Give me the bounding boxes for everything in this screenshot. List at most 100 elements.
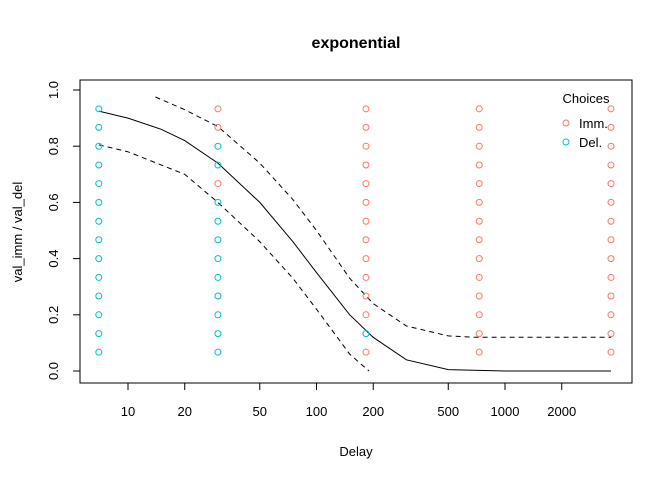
data-point bbox=[95, 180, 103, 188]
data-point bbox=[95, 236, 103, 244]
data-point bbox=[362, 180, 370, 188]
data-point bbox=[475, 217, 483, 225]
y-tick-label: 0.2 bbox=[46, 306, 61, 324]
data-point bbox=[362, 142, 370, 150]
data-point bbox=[607, 180, 615, 188]
data-point bbox=[475, 123, 483, 131]
data-point bbox=[214, 161, 222, 169]
data-point bbox=[362, 292, 370, 300]
data-point bbox=[475, 105, 483, 113]
data-point bbox=[475, 142, 483, 150]
data-point bbox=[607, 273, 615, 281]
x-tick-label: 100 bbox=[306, 404, 328, 419]
data-point bbox=[475, 161, 483, 169]
data-point bbox=[214, 311, 222, 319]
data-point bbox=[214, 292, 222, 300]
data-point bbox=[607, 198, 615, 206]
data-point bbox=[475, 273, 483, 281]
x-axis: 10 20 50 100 200 500 1000 2000 bbox=[121, 382, 576, 419]
x-tick-label: 10 bbox=[121, 404, 135, 419]
x-tick-label: 500 bbox=[437, 404, 459, 419]
y-tick-label: 0.4 bbox=[46, 250, 61, 268]
x-tick-label: 20 bbox=[178, 404, 192, 419]
data-point bbox=[362, 123, 370, 131]
data-point bbox=[362, 255, 370, 263]
data-point bbox=[214, 105, 222, 113]
data-point bbox=[475, 292, 483, 300]
data-point bbox=[362, 105, 370, 113]
data-point bbox=[607, 348, 615, 356]
confidence-line-2 bbox=[98, 144, 370, 372]
data-point bbox=[607, 292, 615, 300]
data-point bbox=[95, 273, 103, 281]
data-point bbox=[607, 236, 615, 244]
data-point bbox=[95, 217, 103, 225]
data-point bbox=[607, 255, 615, 263]
y-tick-label: 0.0 bbox=[46, 362, 61, 380]
data-point bbox=[362, 273, 370, 281]
data-point bbox=[95, 348, 103, 356]
legend-label-imm: Imm. bbox=[579, 116, 608, 131]
data-point bbox=[475, 330, 483, 338]
data-point bbox=[607, 330, 615, 338]
data-point bbox=[95, 255, 103, 263]
data-point bbox=[475, 180, 483, 188]
legend-marker-del bbox=[562, 138, 570, 146]
data-point bbox=[95, 292, 103, 300]
data-point bbox=[214, 123, 222, 131]
data-point bbox=[214, 330, 222, 338]
fit-line bbox=[98, 110, 611, 372]
data-point bbox=[475, 348, 483, 356]
data-point bbox=[607, 161, 615, 169]
data-point bbox=[214, 180, 222, 188]
x-tick-label: 200 bbox=[362, 404, 384, 419]
fit-lines bbox=[98, 96, 611, 372]
data-point bbox=[475, 311, 483, 319]
x-axis-label: Delay bbox=[339, 444, 373, 459]
data-point bbox=[95, 311, 103, 319]
data-point bbox=[362, 236, 370, 244]
data-point bbox=[95, 330, 103, 338]
data-point bbox=[214, 236, 222, 244]
data-point bbox=[607, 311, 615, 319]
data-point bbox=[475, 255, 483, 263]
chart-title: exponential bbox=[312, 35, 401, 52]
data-point bbox=[214, 273, 222, 281]
y-tick-label: 1.0 bbox=[46, 81, 61, 99]
data-point bbox=[475, 236, 483, 244]
confidence-line-1 bbox=[155, 96, 611, 338]
data-point bbox=[95, 161, 103, 169]
y-axis-label: val_imm / val_del bbox=[10, 182, 25, 283]
data-point bbox=[362, 348, 370, 356]
data-point bbox=[214, 142, 222, 150]
legend-title: Choices bbox=[563, 91, 610, 106]
data-point bbox=[362, 330, 370, 338]
legend-marker-imm bbox=[562, 119, 570, 127]
x-tick-label: 2000 bbox=[547, 404, 576, 419]
data-point bbox=[607, 142, 615, 150]
data-point bbox=[214, 348, 222, 356]
y-axis: 0.0 0.2 0.4 0.6 0.8 1.0 bbox=[46, 81, 81, 380]
data-point bbox=[214, 255, 222, 263]
data-point bbox=[362, 198, 370, 206]
y-tick-label: 0.8 bbox=[46, 137, 61, 155]
y-tick-label: 0.6 bbox=[46, 193, 61, 211]
data-point bbox=[95, 105, 103, 113]
data-point bbox=[95, 142, 103, 150]
x-tick-label: 1000 bbox=[491, 404, 520, 419]
data-point bbox=[475, 198, 483, 206]
data-point bbox=[362, 217, 370, 225]
legend: Choices Imm. Del. bbox=[562, 91, 610, 150]
data-point bbox=[362, 311, 370, 319]
data-point bbox=[607, 123, 615, 131]
data-point bbox=[607, 217, 615, 225]
x-tick-label: 50 bbox=[253, 404, 267, 419]
data-point bbox=[95, 198, 103, 206]
data-point bbox=[214, 198, 222, 206]
legend-label-del: Del. bbox=[579, 135, 602, 150]
data-point bbox=[214, 217, 222, 225]
data-point bbox=[95, 123, 103, 131]
data-points bbox=[95, 105, 615, 356]
data-point bbox=[607, 105, 615, 113]
